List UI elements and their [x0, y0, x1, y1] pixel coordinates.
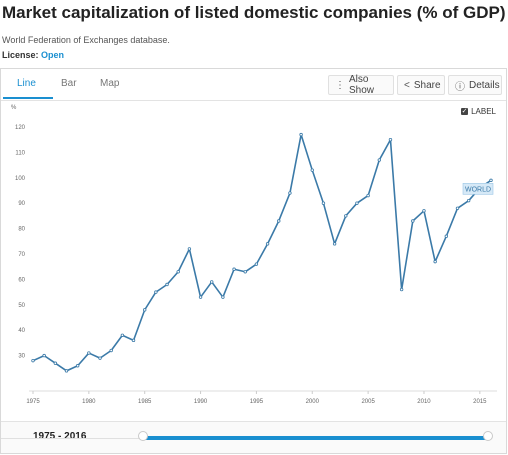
license-label: License: [2, 50, 39, 60]
data-point [232, 267, 236, 271]
data-point [187, 247, 192, 251]
data-point [143, 308, 147, 312]
data-point [265, 242, 270, 246]
data-point [87, 351, 91, 355]
data-point [321, 201, 326, 205]
y-tick-label: 60 [18, 277, 25, 283]
share-icon: < [404, 79, 410, 91]
share-label: Share [413, 79, 441, 91]
also-show-button[interactable]: ⋮ Also Show [328, 74, 394, 96]
data-point [466, 198, 471, 203]
data-point [411, 219, 415, 223]
slider-end-handle[interactable] [483, 431, 493, 441]
data-point [243, 270, 247, 274]
chart-tab-bar: Line Bar Map ⋮ Also Show < Share ⓘ Detai… [1, 69, 506, 101]
data-point [332, 242, 337, 246]
line-chart: % 30 40 50 60 70 80 90 100 110 120 1975 1980 1985 1990… [11, 105, 497, 405]
data-point [399, 287, 404, 292]
x-tick-label: 1990 [194, 399, 208, 405]
data-point [288, 191, 292, 195]
x-tick-label: 1985 [138, 399, 152, 405]
slider-base-line [1, 438, 142, 439]
info-icon: ⓘ [455, 81, 465, 93]
tab-map[interactable]: Map [100, 78, 120, 89]
data-point [198, 295, 203, 299]
page-title: Market capitalization of listed domestic… [2, 3, 506, 22]
y-tick-label: 110 [15, 150, 25, 156]
series-label-world: WORLD [465, 186, 491, 193]
data-point [53, 361, 58, 365]
data-point [310, 168, 314, 172]
data-point [433, 259, 437, 264]
label-toggle-text: LABEL [471, 107, 496, 116]
data-point [176, 270, 180, 274]
data-point [299, 132, 303, 137]
data-point [455, 206, 460, 210]
data-point [109, 348, 113, 353]
tab-bar[interactable]: Bar [61, 78, 77, 89]
data-point [388, 138, 393, 142]
details-label: Details [469, 79, 500, 91]
checkbox-icon[interactable]: ✓ [461, 108, 469, 115]
x-tick-label: 2010 [417, 399, 431, 405]
share-button[interactable]: < Share [397, 75, 445, 95]
source-text: World Federation of Exchanges database. [2, 35, 170, 45]
y-tick-label: 120 [15, 125, 26, 131]
data-point [75, 364, 80, 368]
active-tab-indicator [3, 97, 53, 99]
year-range-text: 1975 - 2016 [33, 431, 87, 442]
data-point [42, 353, 46, 358]
x-tick-label: 1980 [82, 399, 96, 405]
data-point [210, 280, 214, 284]
data-point [64, 369, 69, 373]
label-toggle[interactable]: ✓ LABEL [461, 107, 496, 116]
y-tick-label: 70 [18, 252, 25, 258]
data-point [98, 356, 102, 360]
also-show-label: Also Show [349, 74, 375, 96]
y-tick-label: 30 [18, 354, 25, 360]
x-tick-label: 2005 [361, 399, 375, 405]
slider-start-handle[interactable] [138, 431, 148, 441]
data-point [377, 158, 381, 162]
data-point [344, 214, 348, 218]
y-tick-label: 100 [15, 176, 26, 182]
range-slider-track[interactable] [142, 436, 488, 440]
data-point [254, 262, 259, 266]
data-point [154, 290, 158, 294]
data-point [221, 295, 225, 299]
x-tick-label: 1995 [250, 399, 264, 405]
license-value-link[interactable]: Open [41, 50, 65, 60]
data-point [31, 358, 35, 363]
data-point [120, 333, 125, 337]
details-button[interactable]: ⓘ Details [448, 75, 502, 95]
data-point [131, 338, 136, 343]
tab-line[interactable]: Line [17, 78, 36, 89]
data-point [489, 178, 493, 183]
data-point [165, 282, 169, 287]
license-info: License: Open [2, 50, 64, 60]
y-tick-label: 90 [18, 201, 25, 207]
series-label-box [462, 183, 494, 195]
data-point [444, 234, 449, 238]
x-tick-label: 2000 [306, 399, 320, 405]
data-point [422, 209, 426, 213]
y-tick-label: 40 [18, 328, 25, 334]
x-tick-label: 1975 [26, 399, 40, 405]
y-tick-label: 50 [18, 303, 25, 309]
data-point [277, 219, 281, 223]
x-tick-label: 2015 [473, 399, 487, 405]
data-point [355, 201, 359, 205]
y-tick-label: 80 [18, 227, 25, 233]
series-line-world [32, 133, 492, 372]
y-axis-unit-label: % [11, 105, 17, 111]
chart-panel: Line Bar Map ⋮ Also Show < Share ⓘ Detai… [0, 68, 507, 454]
range-bar: 1975 - 2016 [1, 421, 506, 453]
data-point [366, 193, 370, 198]
more-vertical-icon: ⋮ [335, 79, 345, 91]
